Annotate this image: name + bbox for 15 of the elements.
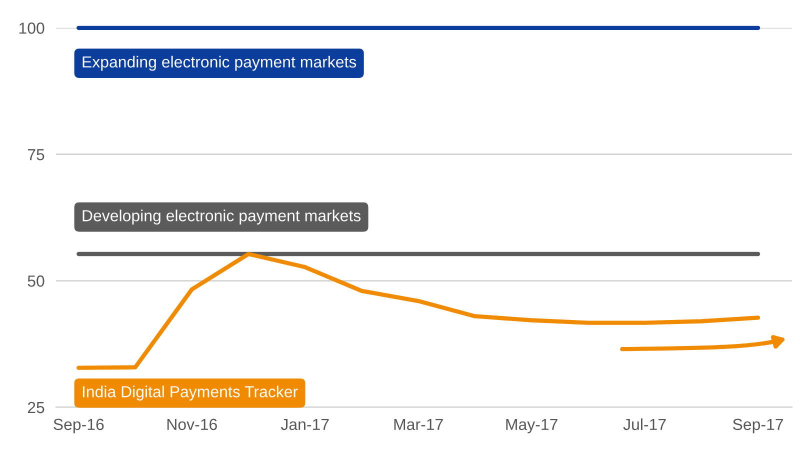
x-tick-label: May-17 bbox=[506, 418, 558, 434]
x-tick-label: Mar-17 bbox=[394, 418, 443, 430]
series-label: India Digital Payments Tracker bbox=[82, 386, 298, 401]
x-tick-label: Jul-17 bbox=[623, 418, 666, 430]
line-series bbox=[76, 252, 760, 370]
x-tick-label: Nov-16 bbox=[167, 418, 217, 430]
y-tick-label: 50 bbox=[28, 275, 44, 287]
series-label: Expanding electronic payment markets bbox=[82, 56, 356, 71]
x-tick-label: Jan-17 bbox=[280, 418, 329, 430]
y-tick-label: 75 bbox=[28, 149, 44, 160]
x-tick-label: Sep-16 bbox=[54, 418, 104, 434]
series-label: Developing electronic payment markets bbox=[82, 210, 361, 225]
x-tick-label: Sep-17 bbox=[733, 418, 783, 434]
y-tick-label: 100 bbox=[19, 22, 44, 34]
y-tick-label: 25 bbox=[28, 402, 44, 414]
